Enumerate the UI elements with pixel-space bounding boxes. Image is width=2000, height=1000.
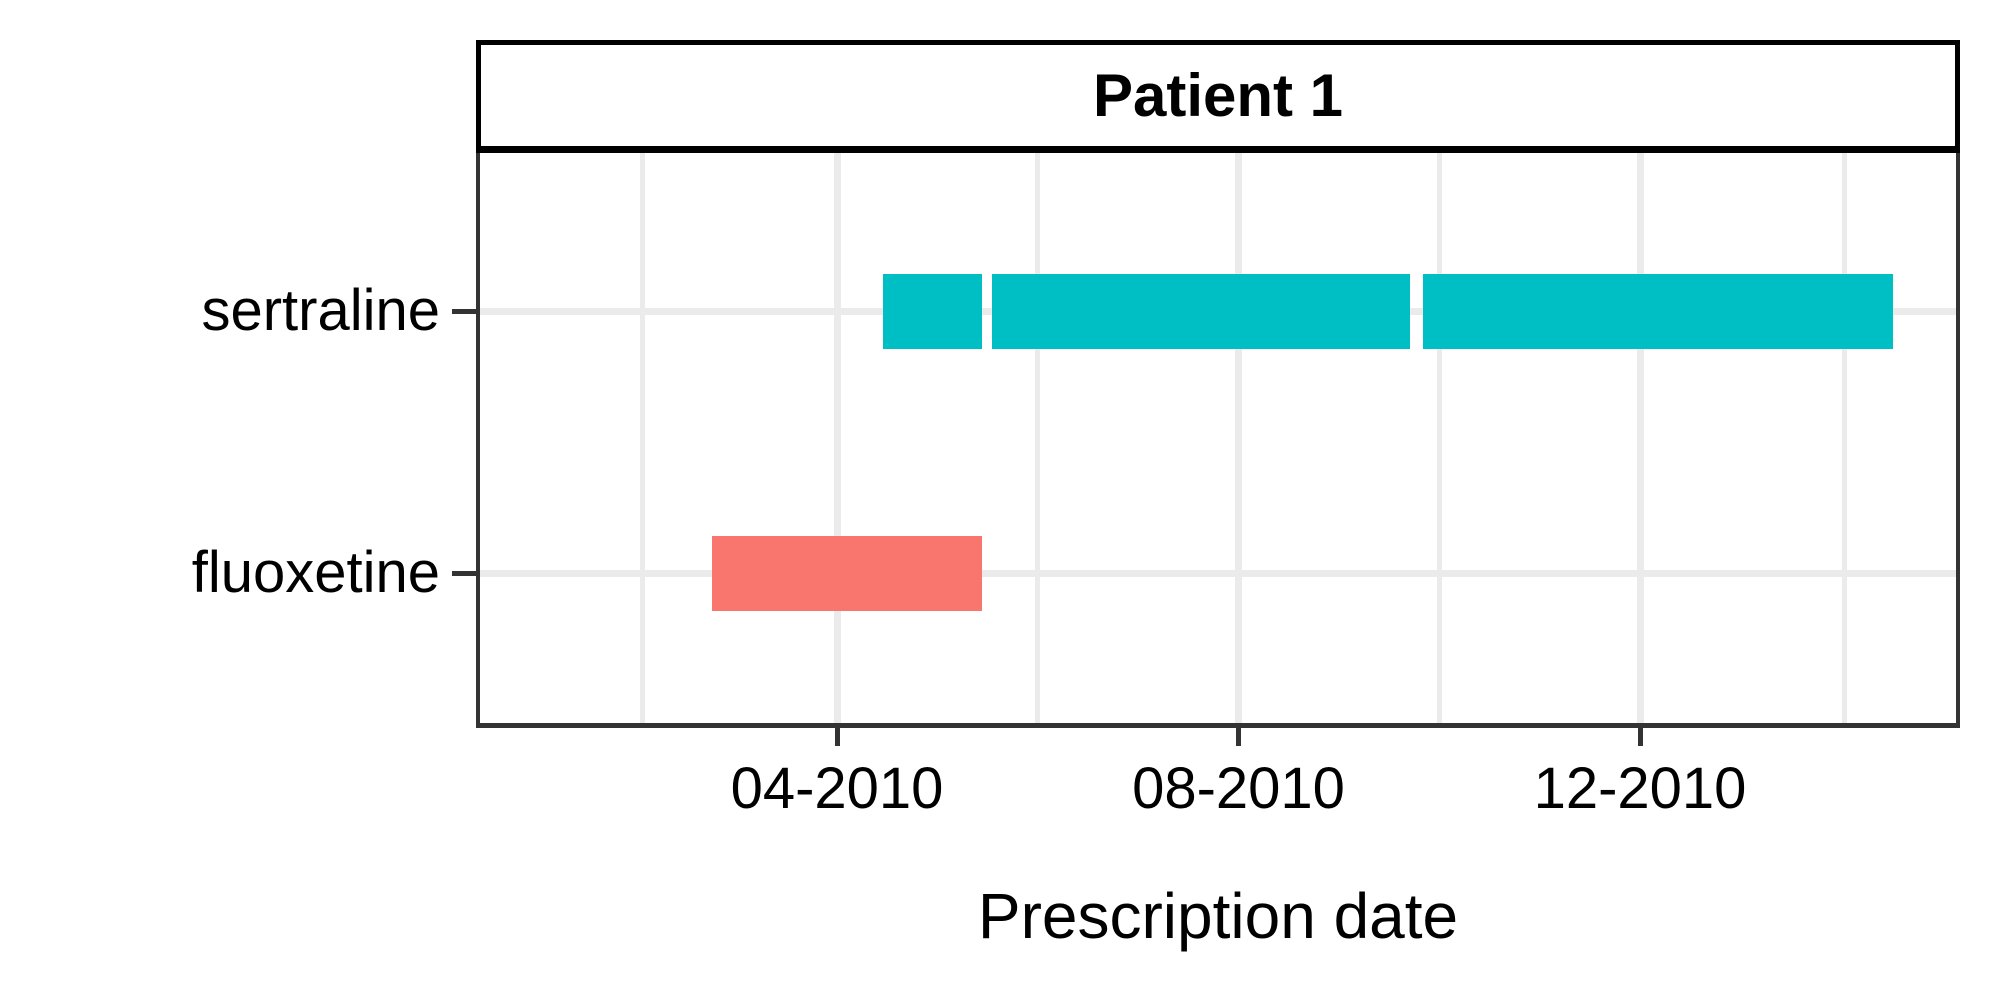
- minor-gridline: [640, 153, 646, 723]
- x-tick-mark: [834, 728, 840, 746]
- x-tick-label-04-2010: 04-2010: [730, 756, 944, 821]
- x-axis-title: Prescription date: [977, 880, 1459, 952]
- bar-segment-sertraline: [1422, 273, 1894, 349]
- bar-segment-sertraline: [991, 273, 1410, 349]
- y-tick-mark: [452, 308, 476, 314]
- major-gridline: [1235, 153, 1242, 723]
- x-tick-label-08-2010: 08-2010: [1132, 756, 1345, 821]
- x-tick-label-12-2010: 12-2010: [1533, 756, 1747, 821]
- horizontal-gridline: [480, 569, 1956, 577]
- x-tick-mark: [1236, 728, 1241, 746]
- major-gridline: [833, 153, 841, 723]
- x-tick-mark: [1637, 728, 1643, 746]
- minor-gridline: [1841, 153, 1847, 723]
- major-gridline: [1636, 153, 1644, 723]
- bar-segment-sertraline: [883, 273, 982, 349]
- facet-title: Patient 1: [1092, 62, 1344, 129]
- y-tick-mark: [452, 570, 476, 576]
- facet-strip: Patient 1: [476, 40, 1960, 153]
- y-axis-label-sertraline: sertraline: [201, 278, 440, 343]
- minor-gridline: [1035, 153, 1041, 723]
- y-axis-label-fluoxetine: fluoxetine: [191, 540, 440, 605]
- bar-segment-fluoxetine: [711, 535, 982, 611]
- plot-panel: [476, 153, 1960, 728]
- minor-gridline: [1436, 153, 1442, 723]
